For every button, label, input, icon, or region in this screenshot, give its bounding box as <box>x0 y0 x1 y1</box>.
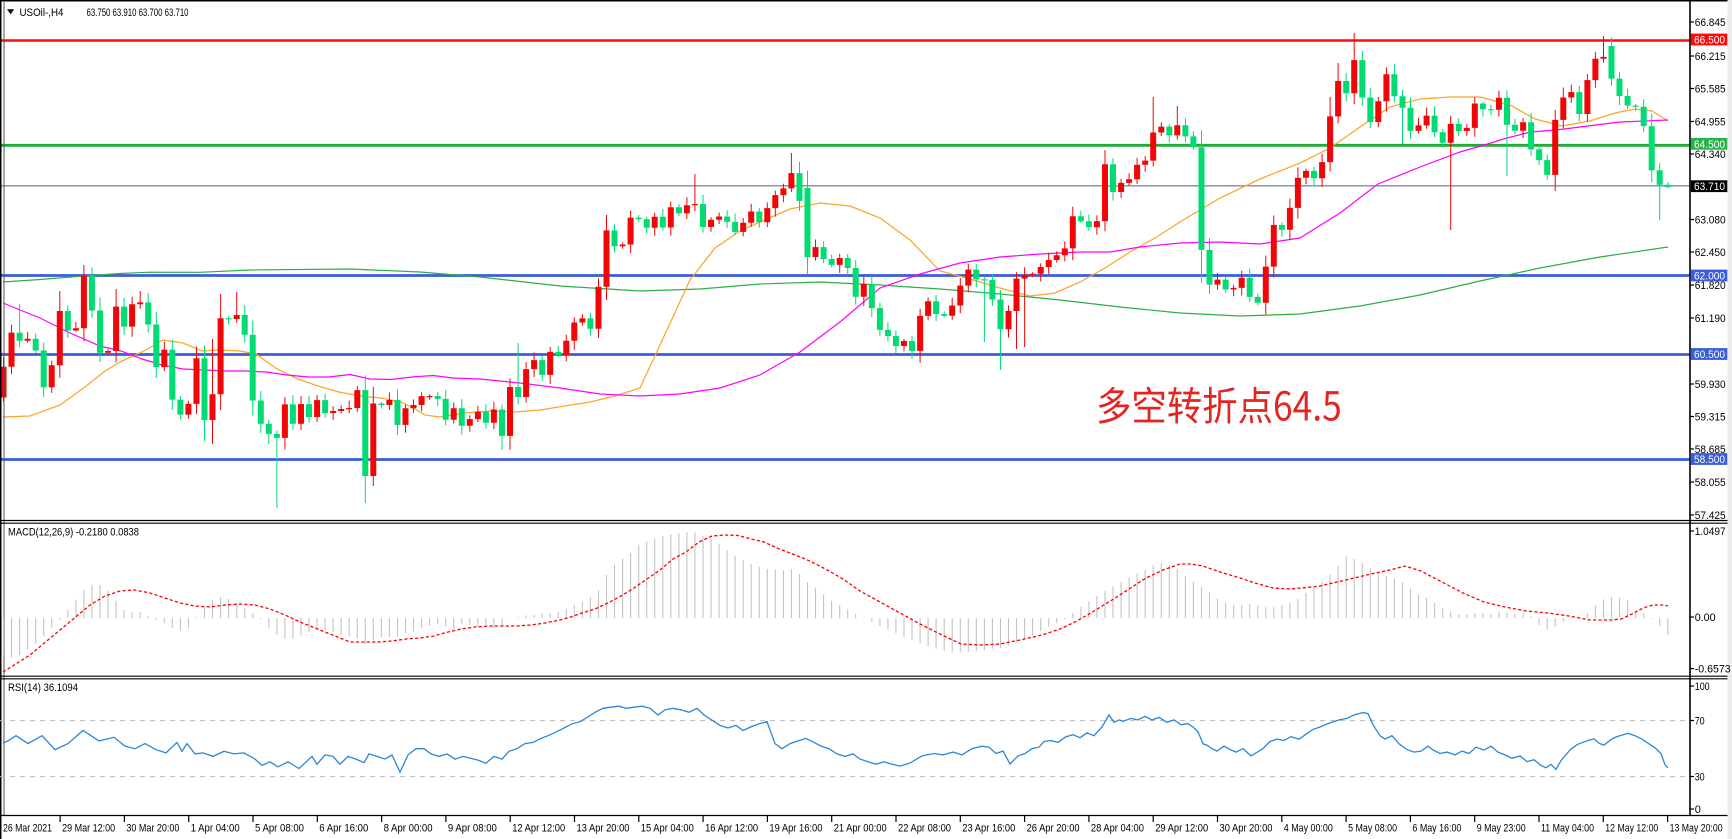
svg-text:13 May 20:00: 13 May 20:00 <box>1670 823 1723 835</box>
svg-text:USOil-,H4: USOil-,H4 <box>20 7 64 19</box>
svg-text:MACD(12,26,9) -0.2180 0.0838: MACD(12,26,9) -0.2180 0.0838 <box>8 527 139 539</box>
svg-text:66.500: 66.500 <box>1694 35 1725 47</box>
svg-text:29 Mar 12:00: 29 Mar 12:00 <box>62 823 115 835</box>
svg-text:61.820: 61.820 <box>1695 280 1726 292</box>
svg-text:30 Mar 20:00: 30 Mar 20:00 <box>126 823 179 835</box>
svg-text:64.500: 64.500 <box>1694 139 1725 151</box>
svg-text:64.340: 64.340 <box>1695 149 1726 161</box>
svg-text:63.710: 63.710 <box>1694 181 1725 193</box>
svg-text:12 May 12:00: 12 May 12:00 <box>1605 823 1658 835</box>
svg-text:58.055: 58.055 <box>1695 477 1726 489</box>
svg-text:60.500: 60.500 <box>1694 349 1725 361</box>
svg-text:30 Apr 20:00: 30 Apr 20:00 <box>1220 823 1273 835</box>
svg-text:1.0497: 1.0497 <box>1695 526 1726 538</box>
svg-text:8 Apr 00:00: 8 Apr 00:00 <box>384 823 433 835</box>
svg-text:13 Apr 20:00: 13 Apr 20:00 <box>577 823 630 835</box>
svg-text:19 Apr 16:00: 19 Apr 16:00 <box>769 823 822 835</box>
svg-text:6 Apr 16:00: 6 Apr 16:00 <box>319 823 368 835</box>
svg-text:66.845: 66.845 <box>1695 17 1726 29</box>
svg-text:62.000: 62.000 <box>1694 271 1725 283</box>
svg-text:63.080: 63.080 <box>1695 215 1726 227</box>
svg-text:61.190: 61.190 <box>1695 313 1726 325</box>
svg-text:21 Apr 00:00: 21 Apr 00:00 <box>834 823 887 835</box>
svg-text:26 Mar 2021: 26 Mar 2021 <box>3 823 52 835</box>
svg-text:63.750 63.910 63.700 63.710: 63.750 63.910 63.700 63.710 <box>87 7 189 19</box>
svg-text:22 Apr 08:00: 22 Apr 08:00 <box>898 823 951 835</box>
svg-text:11 May 04:00: 11 May 04:00 <box>1541 823 1594 835</box>
svg-text:58.500: 58.500 <box>1694 454 1725 466</box>
svg-text:6 May 16:00: 6 May 16:00 <box>1412 823 1461 835</box>
svg-text:28 Apr 04:00: 28 Apr 04:00 <box>1091 823 1144 835</box>
svg-text:9 Apr 08:00: 9 Apr 08:00 <box>448 823 497 835</box>
svg-text:30: 30 <box>1695 772 1705 784</box>
svg-text:-0.6573: -0.6573 <box>1695 664 1731 676</box>
svg-text:62.450: 62.450 <box>1695 247 1726 259</box>
svg-text:RSI(14) 36.1094: RSI(14) 36.1094 <box>8 682 78 694</box>
svg-text:15 Apr 04:00: 15 Apr 04:00 <box>641 823 694 835</box>
svg-text:29 Apr 12:00: 29 Apr 12:00 <box>1155 823 1208 835</box>
svg-text:66.215: 66.215 <box>1695 51 1726 63</box>
svg-text:58.685: 58.685 <box>1695 444 1726 456</box>
svg-text:5 Apr 08:00: 5 Apr 08:00 <box>255 823 304 835</box>
svg-text:9 May 23:00: 9 May 23:00 <box>1477 823 1526 835</box>
svg-text:0: 0 <box>1695 804 1701 816</box>
svg-text:100: 100 <box>1695 681 1710 693</box>
svg-text:57.425: 57.425 <box>1695 510 1726 522</box>
svg-text:4 May 00:00: 4 May 00:00 <box>1284 823 1333 835</box>
svg-text:65.585: 65.585 <box>1695 84 1726 96</box>
svg-text:70: 70 <box>1695 716 1705 728</box>
svg-text:5 May 08:00: 5 May 08:00 <box>1348 823 1397 835</box>
svg-text:26 Apr 20:00: 26 Apr 20:00 <box>1027 823 1080 835</box>
svg-text:16 Apr 12:00: 16 Apr 12:00 <box>705 823 758 835</box>
svg-text:59.930: 59.930 <box>1695 379 1726 391</box>
svg-text:0.00: 0.00 <box>1695 612 1716 624</box>
svg-text:12 Apr 12:00: 12 Apr 12:00 <box>512 823 565 835</box>
svg-text:1 Apr 04:00: 1 Apr 04:00 <box>191 823 240 835</box>
svg-text:59.315: 59.315 <box>1695 412 1726 424</box>
svg-text:64.955: 64.955 <box>1695 117 1726 129</box>
svg-text:23 Apr 16:00: 23 Apr 16:00 <box>962 823 1015 835</box>
